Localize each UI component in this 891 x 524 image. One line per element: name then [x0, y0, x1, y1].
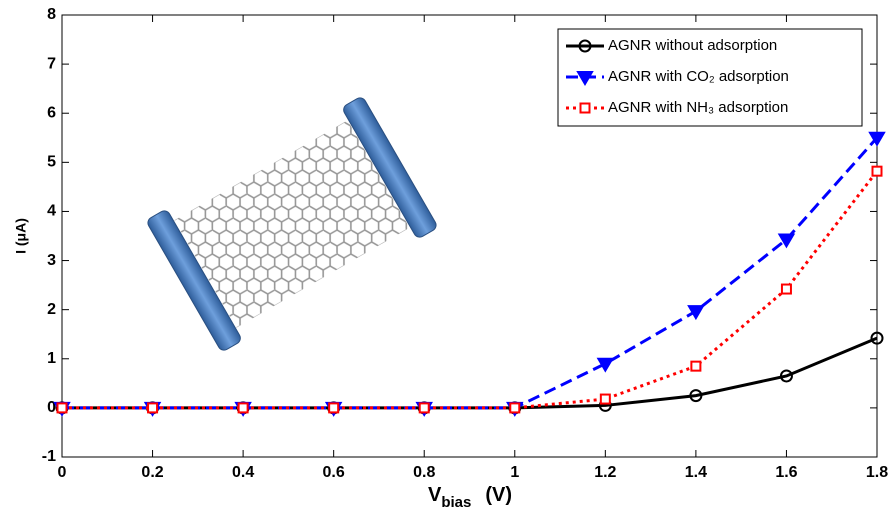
nanoribbon-illustration [146, 96, 439, 353]
marker [782, 285, 791, 294]
y-tick-label: 4 [47, 203, 56, 220]
x-tick-label: 0.2 [141, 464, 163, 481]
chart: I (μA) Vbias(V) -101234567800.20.40.60.8… [0, 0, 891, 524]
x-tick-label: 1.4 [685, 464, 707, 481]
x-tick-label: 0.4 [232, 464, 254, 481]
x-tick-label: 1.8 [866, 464, 888, 481]
x-tick-label: 1.2 [594, 464, 616, 481]
y-tick-label: 6 [47, 104, 56, 121]
y-tick-label: 1 [47, 350, 56, 367]
marker [329, 403, 338, 412]
marker [420, 403, 429, 412]
x-tick-label: 0.8 [413, 464, 435, 481]
legend-label: AGNR without adsorption [608, 37, 777, 54]
y-tick-label: 7 [47, 55, 56, 72]
marker [691, 362, 700, 371]
marker [689, 306, 703, 318]
y-tick-label: 2 [47, 301, 56, 318]
x-tick-label: 0.6 [323, 464, 345, 481]
x-tick-label: 1.6 [775, 464, 797, 481]
y-tick-label: 8 [47, 6, 56, 23]
y-tick-label: 5 [47, 154, 56, 171]
x-tick-label: 0 [58, 464, 67, 481]
legend-label: AGNR with CO₂ adsorption [608, 68, 789, 85]
marker [510, 403, 519, 412]
marker [601, 395, 610, 404]
marker [148, 403, 157, 412]
marker [873, 167, 882, 176]
y-tick-label: 0 [47, 399, 56, 416]
marker [58, 403, 67, 412]
legend-marker [581, 104, 590, 113]
x-tick-label: 1 [510, 464, 519, 481]
series-line [62, 171, 877, 408]
y-tick-label: -1 [42, 448, 56, 465]
marker [239, 403, 248, 412]
series-line [62, 338, 877, 408]
x-axis-label: Vbias(V) [428, 484, 512, 511]
y-tick-label: 3 [47, 252, 56, 269]
y-axis-label: I (μA) [13, 218, 29, 254]
legend-label: AGNR with NH₃ adsorption [608, 99, 788, 116]
